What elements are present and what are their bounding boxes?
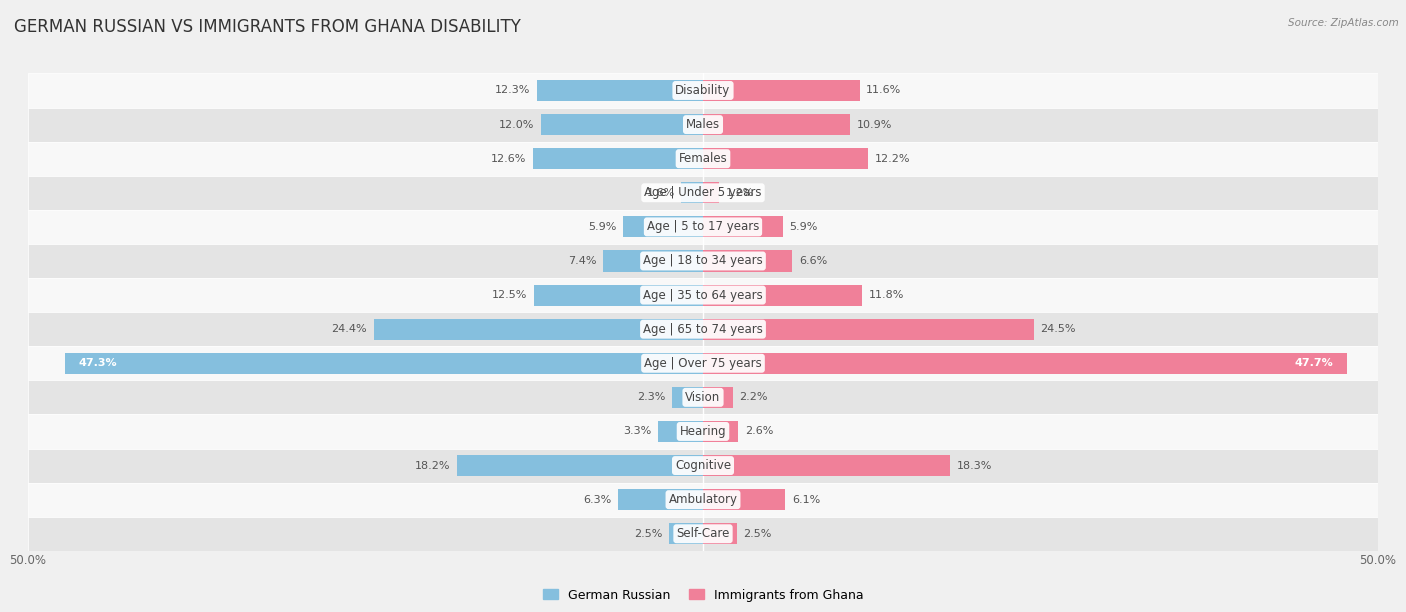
Bar (703, 319, 1033, 340)
Bar (703, 523, 737, 544)
Text: GERMAN RUSSIAN VS IMMIGRANTS FROM GHANA DISABILITY: GERMAN RUSSIAN VS IMMIGRANTS FROM GHANA … (14, 18, 522, 36)
Bar (703, 353, 1347, 374)
Text: Age | 18 to 34 years: Age | 18 to 34 years (643, 255, 763, 267)
Bar (28, 244, 1378, 278)
Text: 2.3%: 2.3% (637, 392, 665, 402)
Text: 18.2%: 18.2% (415, 461, 450, 471)
Legend: German Russian, Immigrants from Ghana: German Russian, Immigrants from Ghana (537, 584, 869, 606)
Bar (28, 346, 1378, 380)
Bar (703, 148, 868, 170)
Bar (28, 312, 1378, 346)
Bar (703, 114, 851, 135)
Text: Self-Care: Self-Care (676, 528, 730, 540)
Text: 12.2%: 12.2% (875, 154, 910, 163)
Text: 24.5%: 24.5% (1040, 324, 1076, 334)
Bar (658, 421, 703, 442)
Bar (28, 278, 1378, 312)
Text: 47.7%: 47.7% (1295, 358, 1333, 368)
Text: Ambulatory: Ambulatory (668, 493, 738, 506)
Bar (374, 319, 703, 340)
Text: 7.4%: 7.4% (568, 256, 596, 266)
Text: 10.9%: 10.9% (856, 119, 893, 130)
Bar (703, 455, 950, 476)
Text: 6.6%: 6.6% (799, 256, 827, 266)
Bar (28, 210, 1378, 244)
Text: 18.3%: 18.3% (956, 461, 993, 471)
Text: 24.4%: 24.4% (332, 324, 367, 334)
Text: Females: Females (679, 152, 727, 165)
Text: 12.5%: 12.5% (492, 290, 527, 300)
Bar (28, 483, 1378, 517)
Bar (28, 380, 1378, 414)
Bar (619, 489, 703, 510)
Text: Disability: Disability (675, 84, 731, 97)
Bar (28, 449, 1378, 483)
Bar (703, 216, 783, 237)
Text: Age | 5 to 17 years: Age | 5 to 17 years (647, 220, 759, 233)
Bar (28, 73, 1378, 108)
Text: Age | 35 to 64 years: Age | 35 to 64 years (643, 289, 763, 302)
Bar (541, 114, 703, 135)
Bar (623, 216, 703, 237)
Bar (682, 182, 703, 203)
Bar (703, 421, 738, 442)
Text: 2.2%: 2.2% (740, 392, 768, 402)
Text: 5.9%: 5.9% (588, 222, 617, 232)
Bar (28, 108, 1378, 141)
Text: 2.5%: 2.5% (744, 529, 772, 539)
Text: 5.9%: 5.9% (789, 222, 818, 232)
Bar (669, 523, 703, 544)
Text: Age | Under 5 years: Age | Under 5 years (644, 186, 762, 200)
Bar (534, 285, 703, 305)
Text: 3.3%: 3.3% (623, 427, 652, 436)
Text: 1.6%: 1.6% (647, 188, 675, 198)
Text: 11.6%: 11.6% (866, 86, 901, 95)
Bar (703, 182, 720, 203)
Bar (28, 414, 1378, 449)
Text: 12.6%: 12.6% (491, 154, 526, 163)
Bar (703, 80, 859, 101)
Text: 1.2%: 1.2% (725, 188, 755, 198)
Text: 2.5%: 2.5% (634, 529, 662, 539)
Text: Cognitive: Cognitive (675, 459, 731, 472)
Bar (672, 387, 703, 408)
Bar (703, 285, 862, 305)
Bar (28, 141, 1378, 176)
Text: 11.8%: 11.8% (869, 290, 904, 300)
Text: Vision: Vision (685, 391, 721, 404)
Text: 6.3%: 6.3% (583, 494, 612, 505)
Text: Males: Males (686, 118, 720, 131)
Text: 2.6%: 2.6% (745, 427, 773, 436)
Bar (28, 176, 1378, 210)
Text: Age | 65 to 74 years: Age | 65 to 74 years (643, 323, 763, 335)
Text: 6.1%: 6.1% (792, 494, 820, 505)
Text: Source: ZipAtlas.com: Source: ZipAtlas.com (1288, 18, 1399, 28)
Bar (65, 353, 703, 374)
Bar (537, 80, 703, 101)
Bar (457, 455, 703, 476)
Bar (703, 489, 786, 510)
Bar (28, 517, 1378, 551)
Bar (703, 387, 733, 408)
Text: 12.0%: 12.0% (499, 119, 534, 130)
Text: 12.3%: 12.3% (495, 86, 530, 95)
Text: Hearing: Hearing (679, 425, 727, 438)
Text: Age | Over 75 years: Age | Over 75 years (644, 357, 762, 370)
Bar (533, 148, 703, 170)
Bar (603, 250, 703, 272)
Text: 47.3%: 47.3% (79, 358, 117, 368)
Bar (703, 250, 792, 272)
